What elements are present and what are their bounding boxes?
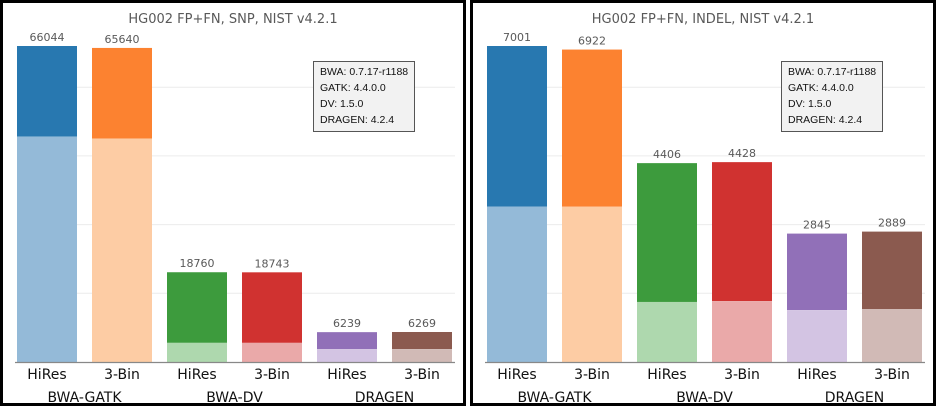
x-tick-label: 3-Bin bbox=[104, 367, 140, 383]
bar-upper-segment bbox=[242, 272, 302, 343]
group-label: DRAGEN bbox=[825, 390, 884, 403]
bar-value-label: 6239 bbox=[333, 317, 361, 330]
bar-value-label: 6922 bbox=[578, 35, 606, 48]
bar-value-label: 66044 bbox=[30, 31, 65, 44]
bar-upper-segment bbox=[787, 233, 847, 311]
bar-value-label: 65640 bbox=[105, 33, 140, 46]
snp-chart-panel: HG002 FP+FN, SNP, NIST v4.2.1 66044 HiRes 6… bbox=[0, 0, 466, 406]
bar-value-label: 4428 bbox=[728, 147, 756, 160]
version-legend: BWA: 0.7.17-r1188 GATK: 4.4.0.0 DV: 1.5.… bbox=[781, 61, 884, 132]
bar-upper-segment bbox=[92, 47, 152, 139]
bar-value-label: 2845 bbox=[803, 219, 831, 232]
x-tick-label: HiRes bbox=[177, 367, 216, 383]
legend-line: DRAGEN: 4.2.4 bbox=[788, 114, 863, 126]
group-label: BWA-DV bbox=[676, 390, 733, 403]
bar-value-label: 6269 bbox=[408, 317, 436, 330]
legend-line: DV: 1.5.0 bbox=[320, 98, 364, 110]
x-tick-label: 3-Bin bbox=[404, 367, 440, 383]
bar-upper-segment bbox=[862, 231, 922, 310]
x-tick-label: HiRes bbox=[27, 367, 66, 383]
indel-chart-panel: HG002 FP+FN, INDEL, NIST v4.2.1 7001 HiRes… bbox=[470, 0, 936, 406]
chart-title: HG002 FP+FN, SNP, NIST v4.2.1 bbox=[128, 12, 337, 27]
snp-chart: HG002 FP+FN, SNP, NIST v4.2.1 66044 HiRes 6… bbox=[15, 12, 455, 403]
indel-chart: HG002 FP+FN, INDEL, NIST v4.2.1 7001 HiRes… bbox=[485, 12, 925, 403]
bar-value-label: 18743 bbox=[255, 257, 290, 270]
bar-lower-segment bbox=[92, 138, 152, 362]
bar-lower-segment bbox=[862, 309, 922, 362]
legend-line: DV: 1.5.0 bbox=[788, 98, 832, 110]
bar-lower-segment bbox=[712, 301, 772, 362]
bar-value-label: 2889 bbox=[878, 217, 906, 230]
bar-upper-segment bbox=[712, 162, 772, 302]
version-legend: BWA: 0.7.17-r1188 GATK: 4.4.0.0 DV: 1.5.… bbox=[313, 61, 416, 132]
x-tick-label: HiRes bbox=[497, 367, 536, 383]
bar-lower-segment bbox=[242, 342, 302, 362]
x-tick-label: HiRes bbox=[327, 367, 366, 383]
bar-upper-segment bbox=[562, 49, 622, 207]
x-tick-label: 3-Bin bbox=[874, 367, 910, 383]
bar-upper-segment bbox=[17, 46, 77, 137]
legend-line: GATK: 4.4.0.0 bbox=[320, 82, 386, 94]
legend-line: DRAGEN: 4.2.4 bbox=[320, 114, 395, 126]
bar-lower-segment bbox=[562, 206, 622, 362]
group-label: BWA-GATK bbox=[517, 390, 592, 403]
x-tick-label: 3-Bin bbox=[724, 367, 760, 383]
bar-upper-segment bbox=[487, 46, 547, 207]
bar-lower-segment bbox=[787, 310, 847, 362]
legend-line: BWA: 0.7.17-r1188 bbox=[320, 66, 409, 78]
x-tick-label: HiRes bbox=[647, 367, 686, 383]
bar-upper-segment bbox=[167, 272, 227, 343]
group-label: BWA-DV bbox=[206, 390, 263, 403]
bar-lower-segment bbox=[637, 301, 697, 362]
bar-value-label: 7001 bbox=[503, 31, 531, 44]
x-tick-label: 3-Bin bbox=[254, 367, 290, 383]
bar-value-label: 4406 bbox=[653, 148, 681, 161]
group-label: BWA-GATK bbox=[47, 390, 122, 403]
bar-upper-segment bbox=[392, 332, 452, 350]
chart-title: HG002 FP+FN, INDEL, NIST v4.2.1 bbox=[592, 12, 814, 27]
bar-lower-segment bbox=[487, 206, 547, 362]
bar-upper-segment bbox=[637, 163, 697, 302]
group-label: DRAGEN bbox=[355, 390, 414, 403]
legend-line: GATK: 4.4.0.0 bbox=[788, 82, 854, 94]
bar-lower-segment bbox=[167, 342, 227, 362]
bar-lower-segment bbox=[392, 349, 452, 362]
bar-value-label: 18760 bbox=[180, 257, 215, 270]
x-tick-label: HiRes bbox=[797, 367, 836, 383]
legend-line: BWA: 0.7.17-r1188 bbox=[788, 66, 877, 78]
bar-upper-segment bbox=[317, 332, 377, 350]
bar-lower-segment bbox=[317, 349, 377, 362]
bar-lower-segment bbox=[17, 136, 77, 362]
x-tick-label: 3-Bin bbox=[574, 367, 610, 383]
